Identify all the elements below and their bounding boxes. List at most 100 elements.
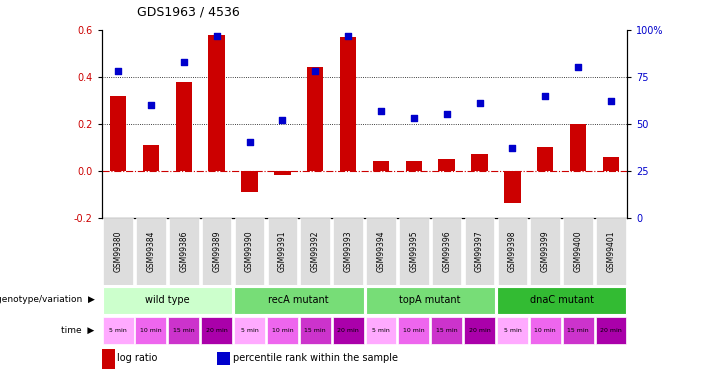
Text: GSM99380: GSM99380 bbox=[114, 231, 123, 272]
FancyBboxPatch shape bbox=[234, 316, 265, 344]
Text: 10 min: 10 min bbox=[534, 327, 556, 333]
Text: GSM99395: GSM99395 bbox=[409, 230, 418, 272]
Text: log ratio: log ratio bbox=[117, 353, 158, 363]
Text: 5 min: 5 min bbox=[372, 327, 390, 333]
Text: GSM99399: GSM99399 bbox=[540, 230, 550, 272]
Text: wild type: wild type bbox=[145, 295, 190, 305]
FancyBboxPatch shape bbox=[168, 316, 199, 344]
FancyBboxPatch shape bbox=[136, 217, 165, 285]
FancyBboxPatch shape bbox=[398, 316, 429, 344]
Bar bbox=[504, 171, 521, 203]
Bar bbox=[406, 161, 422, 171]
Point bbox=[277, 117, 288, 123]
Text: 5 min: 5 min bbox=[240, 327, 259, 333]
FancyBboxPatch shape bbox=[202, 217, 231, 285]
FancyBboxPatch shape bbox=[135, 316, 166, 344]
FancyBboxPatch shape bbox=[365, 316, 396, 344]
Bar bbox=[208, 35, 225, 171]
FancyBboxPatch shape bbox=[564, 217, 593, 285]
Text: GSM99396: GSM99396 bbox=[442, 230, 451, 272]
Text: 10 min: 10 min bbox=[271, 327, 293, 333]
Text: 10 min: 10 min bbox=[140, 327, 162, 333]
Bar bbox=[570, 124, 586, 171]
Bar bbox=[143, 145, 159, 171]
FancyBboxPatch shape bbox=[530, 316, 561, 344]
Text: GSM99390: GSM99390 bbox=[245, 230, 254, 272]
Text: GSM99401: GSM99401 bbox=[606, 231, 615, 272]
Text: 5 min: 5 min bbox=[109, 327, 127, 333]
FancyBboxPatch shape bbox=[201, 316, 232, 344]
FancyBboxPatch shape bbox=[431, 316, 462, 344]
Point bbox=[540, 93, 551, 99]
Text: percentile rank within the sample: percentile rank within the sample bbox=[233, 353, 398, 363]
Point bbox=[474, 100, 485, 106]
FancyBboxPatch shape bbox=[465, 217, 494, 285]
Text: GDS1963 / 4536: GDS1963 / 4536 bbox=[137, 6, 240, 19]
FancyBboxPatch shape bbox=[531, 217, 560, 285]
Text: GSM99394: GSM99394 bbox=[376, 230, 386, 272]
FancyBboxPatch shape bbox=[464, 316, 495, 344]
FancyBboxPatch shape bbox=[333, 217, 363, 285]
Text: GSM99386: GSM99386 bbox=[179, 231, 189, 272]
FancyBboxPatch shape bbox=[333, 316, 364, 344]
Bar bbox=[110, 96, 126, 171]
Point bbox=[310, 68, 321, 74]
Bar bbox=[438, 159, 455, 171]
Text: 15 min: 15 min bbox=[567, 327, 589, 333]
Text: 15 min: 15 min bbox=[173, 327, 195, 333]
FancyBboxPatch shape bbox=[366, 217, 396, 285]
FancyBboxPatch shape bbox=[169, 217, 198, 285]
Text: 20 min: 20 min bbox=[337, 327, 359, 333]
FancyBboxPatch shape bbox=[497, 316, 528, 344]
Bar bbox=[373, 161, 389, 171]
Text: GSM99393: GSM99393 bbox=[343, 230, 353, 272]
Bar bbox=[340, 37, 356, 171]
Point bbox=[507, 145, 518, 151]
Text: 20 min: 20 min bbox=[206, 327, 228, 333]
Text: GSM99400: GSM99400 bbox=[573, 230, 583, 272]
Point bbox=[343, 33, 354, 39]
FancyBboxPatch shape bbox=[268, 217, 297, 285]
Text: GSM99398: GSM99398 bbox=[508, 231, 517, 272]
Bar bbox=[603, 157, 619, 171]
Text: time  ▶: time ▶ bbox=[62, 326, 95, 334]
Point bbox=[606, 98, 617, 104]
Point bbox=[112, 68, 123, 74]
Bar bbox=[175, 82, 192, 171]
FancyBboxPatch shape bbox=[267, 316, 298, 344]
Text: dnaC mutant: dnaC mutant bbox=[530, 295, 594, 305]
FancyBboxPatch shape bbox=[563, 316, 594, 344]
Bar bbox=[241, 171, 258, 192]
Text: 20 min: 20 min bbox=[469, 327, 491, 333]
Bar bbox=[102, 349, 115, 369]
Text: recA mutant: recA mutant bbox=[268, 295, 329, 305]
Point bbox=[573, 64, 584, 70]
Text: 15 min: 15 min bbox=[304, 327, 326, 333]
Text: GSM99384: GSM99384 bbox=[147, 231, 156, 272]
FancyBboxPatch shape bbox=[596, 217, 626, 285]
FancyBboxPatch shape bbox=[399, 217, 428, 285]
Bar bbox=[537, 147, 554, 171]
Text: 5 min: 5 min bbox=[503, 327, 522, 333]
FancyBboxPatch shape bbox=[234, 286, 364, 314]
Text: GSM99389: GSM99389 bbox=[212, 231, 221, 272]
Text: GSM99397: GSM99397 bbox=[475, 230, 484, 272]
Point bbox=[408, 115, 419, 121]
Text: topA mutant: topA mutant bbox=[400, 295, 461, 305]
FancyBboxPatch shape bbox=[102, 286, 232, 314]
FancyBboxPatch shape bbox=[235, 217, 264, 285]
Point bbox=[178, 59, 189, 65]
Text: 20 min: 20 min bbox=[600, 327, 622, 333]
Point bbox=[375, 108, 386, 114]
FancyBboxPatch shape bbox=[432, 217, 461, 285]
FancyBboxPatch shape bbox=[300, 316, 331, 344]
Bar bbox=[307, 68, 323, 171]
Point bbox=[145, 102, 156, 108]
Point bbox=[441, 111, 452, 117]
Text: GSM99391: GSM99391 bbox=[278, 231, 287, 272]
Bar bbox=[274, 171, 291, 176]
Point bbox=[244, 140, 255, 146]
Text: genotype/variation  ▶: genotype/variation ▶ bbox=[0, 296, 95, 304]
Bar bbox=[217, 352, 231, 364]
Text: 10 min: 10 min bbox=[403, 327, 425, 333]
